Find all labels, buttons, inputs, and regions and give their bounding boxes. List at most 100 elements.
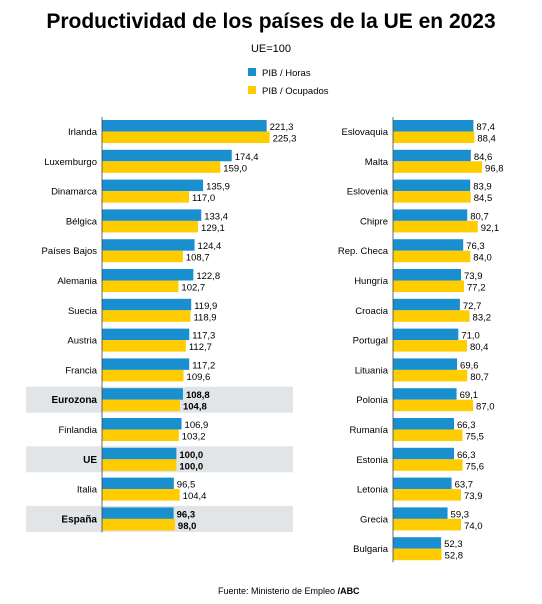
bar-pib-ocupados [102, 280, 179, 292]
bar-pib-horas [393, 298, 460, 311]
bar-pib-horas [102, 209, 202, 221]
country-label: Croacia [355, 306, 388, 317]
chart-title: Productividad de los países de la UE en … [46, 10, 495, 33]
bar-pib-horas [102, 388, 183, 400]
bar-pib-ocupados [102, 489, 180, 501]
value-label-horas: 52,3 [444, 539, 463, 550]
bar-pib-ocupados [393, 280, 465, 292]
value-label-ocupados: 80,4 [470, 342, 489, 353]
bar-pib-ocupados [393, 369, 468, 382]
bar-pib-ocupados [102, 518, 175, 531]
country-label: Polonia [356, 395, 388, 406]
value-label-ocupados: 77,2 [467, 283, 486, 294]
bar-pib-horas [393, 418, 454, 430]
bar-pib-ocupados [393, 518, 462, 531]
bar-pib-horas [393, 120, 474, 132]
value-label-horas: 135,9 [206, 182, 230, 193]
value-label-horas: 69,6 [460, 360, 479, 371]
bar-pib-horas [393, 507, 448, 519]
country-label: Bulgaria [353, 544, 389, 555]
country-label: Portugal [353, 336, 388, 347]
country-label: Finlandia [58, 425, 97, 436]
bar-pib-ocupados [393, 429, 463, 441]
country-label: Alemania [57, 276, 97, 287]
value-label-horas: 124,4 [198, 241, 222, 252]
bar-pib-ocupados [393, 459, 463, 471]
value-label-ocupados: 74,0 [464, 521, 483, 532]
value-label-ocupados: 83,2 [473, 312, 492, 323]
value-label-ocupados: 84,0 [473, 253, 492, 264]
country-label: Chipre [360, 216, 388, 227]
value-label-horas: 221,3 [270, 122, 294, 133]
bar-pib-horas [393, 239, 464, 251]
value-label-ocupados: 112,7 [189, 342, 212, 353]
value-label-ocupados: 87,0 [476, 402, 495, 413]
bar-pib-horas [393, 179, 471, 192]
bar-pib-ocupados [102, 369, 184, 382]
value-label-ocupados: 52,8 [445, 551, 464, 562]
value-label-horas: 69,1 [460, 390, 479, 401]
value-label-horas: 117,2 [192, 360, 215, 371]
value-label-horas: 96,5 [177, 480, 196, 491]
legend-label-horas: PIB / Horas [262, 68, 311, 79]
country-label: Hungría [354, 276, 389, 287]
bar-pib-horas [102, 120, 267, 132]
country-label: Francia [65, 365, 97, 376]
value-label-ocupados: 118,9 [193, 312, 216, 323]
value-label-horas: 59,3 [451, 509, 470, 520]
bar-pib-horas [102, 239, 195, 251]
value-label-horas: 174,4 [235, 152, 259, 163]
value-label-ocupados: 88,4 [477, 134, 496, 145]
bar-pib-horas [393, 358, 458, 370]
value-label-ocupados: 129,1 [201, 223, 225, 234]
value-label-ocupados: 100,0 [179, 461, 203, 472]
bar-pib-ocupados [102, 220, 199, 233]
bar-pib-horas [393, 447, 454, 460]
bar-pib-horas [102, 358, 190, 370]
country-label: Luxemburgo [44, 157, 97, 168]
legend: PIB / Horas PIB / Ocupados [248, 68, 329, 97]
country-label: Eurozona [51, 395, 97, 406]
country-label: Eslovaquia [342, 127, 389, 138]
value-label-horas: 63,7 [455, 480, 474, 491]
bar-pib-ocupados [102, 429, 179, 441]
chart-subtitle: UE=100 [251, 43, 291, 55]
bar-pib-ocupados [393, 220, 478, 233]
bar-pib-horas [102, 179, 204, 192]
value-label-ocupados: 80,7 [470, 372, 489, 383]
source-note: Fuente: Ministerio de Empleo /ABC [218, 586, 360, 596]
value-label-horas: 84,6 [474, 152, 493, 163]
country-label: Lituania [355, 365, 389, 376]
bar-pib-ocupados [102, 310, 191, 322]
country-label: UE [83, 455, 97, 466]
value-label-horas: 73,9 [464, 271, 483, 282]
value-label-ocupados: 159,0 [223, 163, 247, 174]
panel-right: Eslovaquia 87,488,4 Malta 84,696,8 Eslovenia… [338, 117, 504, 563]
bar-pib-ocupados [393, 131, 475, 143]
country-label: Países Bajos [42, 246, 98, 257]
value-label-horas: 66,3 [457, 420, 476, 431]
bar-pib-horas [393, 388, 457, 400]
country-label: Estonia [356, 455, 388, 466]
value-label-horas: 119,9 [194, 301, 217, 312]
value-label-horas: 96,3 [177, 509, 196, 520]
value-label-ocupados: 104,8 [183, 402, 207, 413]
value-label-ocupados: 108,7 [186, 253, 210, 264]
bar-pib-horas [102, 418, 182, 430]
value-label-horas: 76,3 [466, 241, 485, 252]
country-label: Rumanía [349, 425, 388, 436]
country-label: España [61, 514, 97, 525]
value-label-ocupados: 96,8 [485, 163, 504, 174]
value-label-ocupados: 225,3 [273, 134, 297, 145]
bar-pib-ocupados [393, 161, 483, 173]
country-label: Dinamarca [51, 187, 98, 198]
bar-pib-ocupados [102, 340, 186, 352]
bar-pib-ocupados [393, 489, 461, 501]
value-label-ocupados: 104,4 [183, 491, 207, 502]
country-label: Letonia [357, 485, 389, 496]
value-label-ocupados: 103,2 [182, 432, 206, 443]
country-label: Suecia [68, 306, 98, 317]
legend-swatch-ocupados [248, 86, 256, 94]
value-label-horas: 133,4 [204, 211, 228, 222]
